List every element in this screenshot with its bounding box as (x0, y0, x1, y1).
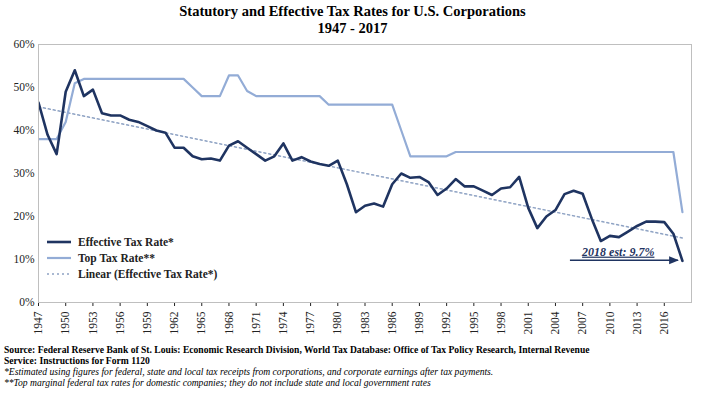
svg-text:50%: 50% (13, 81, 35, 93)
svg-text:2004: 2004 (549, 311, 561, 334)
svg-text:1971: 1971 (250, 311, 262, 334)
svg-text:1947: 1947 (32, 311, 44, 334)
svg-text:1959: 1959 (141, 311, 153, 334)
svg-text:1998: 1998 (495, 311, 507, 334)
svg-text:1950: 1950 (59, 311, 71, 334)
svg-text:2013: 2013 (631, 311, 643, 334)
svg-text:1956: 1956 (114, 311, 126, 334)
svg-text:1986: 1986 (386, 311, 398, 334)
svg-text:2016: 2016 (658, 311, 670, 334)
svg-text:1953: 1953 (87, 311, 99, 334)
html-text:Statutory and Effective Tax Ra: Statutory and Effective Tax Rates for U.… (179, 3, 526, 19)
html-text:1947 - 2017: 1947 - 2017 (317, 20, 388, 36)
svg-text:2001: 2001 (522, 311, 534, 334)
svg-text:1989: 1989 (413, 311, 425, 334)
svg-text:60%: 60% (13, 38, 35, 50)
svg-text:1968: 1968 (223, 311, 235, 334)
svg-text:2010: 2010 (604, 311, 616, 334)
html-text:**Top marginal federal tax rat: **Top marginal federal tax rates for dom… (4, 377, 431, 388)
html-text:*Estimated using figures for f: *Estimated using figures for federal, st… (4, 366, 494, 377)
svg-text:1992: 1992 (440, 311, 452, 334)
svg-text:20%: 20% (13, 210, 35, 222)
svg-text:1995: 1995 (468, 311, 480, 334)
svg-text:0%: 0% (19, 296, 35, 308)
html-text:Source: Federal Reserve Bank o: Source: Federal Reserve Bank of St. Loui… (4, 344, 590, 366)
html-text:Effective Tax Rate*: Effective Tax Rate* (78, 236, 174, 248)
html-text:Top Tax Rate**: Top Tax Rate** (78, 252, 155, 264)
svg-text:2007: 2007 (576, 311, 588, 334)
svg-text:40%: 40% (13, 124, 35, 136)
svg-text:2018 est: 9.7%: 2018 est: 9.7% (581, 245, 654, 259)
html-text:Linear (Effective Tax Rate*): Linear (Effective Tax Rate*) (78, 268, 218, 280)
svg-text:1977: 1977 (304, 311, 316, 334)
svg-text:1965: 1965 (195, 311, 207, 334)
svg-text:10%: 10% (13, 253, 35, 265)
svg-text:1980: 1980 (331, 311, 343, 334)
svg-text:1983: 1983 (359, 311, 371, 334)
svg-text:1962: 1962 (168, 311, 180, 334)
svg-text:30%: 30% (13, 167, 35, 179)
svg-text:1974: 1974 (277, 311, 289, 334)
